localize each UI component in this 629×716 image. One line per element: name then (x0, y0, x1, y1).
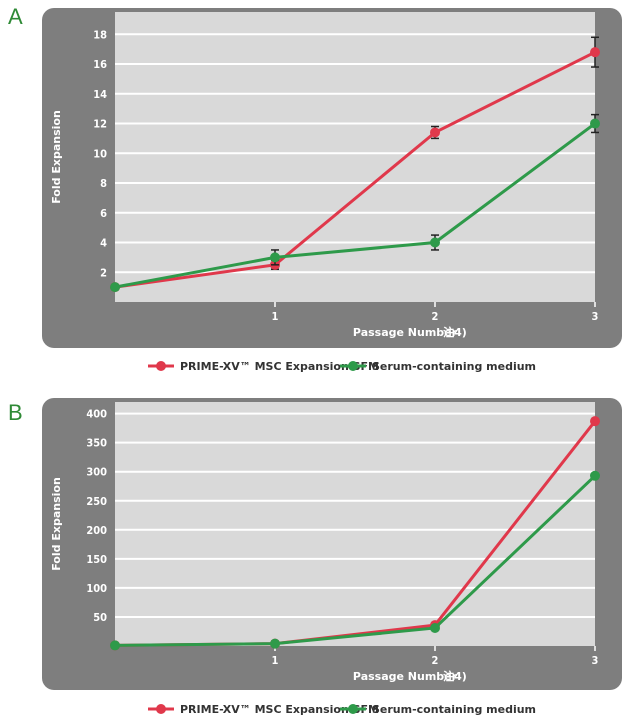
x-tick-label: 1 (272, 310, 279, 323)
legend-marker (348, 361, 358, 371)
y-axis-title: Fold Expansion (50, 110, 63, 204)
plot-area (115, 402, 595, 646)
data-point (590, 416, 600, 427)
x-tick-label: 3 (592, 310, 599, 323)
legend-label: Serum-containing medium (372, 360, 536, 373)
data-point (430, 127, 440, 138)
series-line (114, 474, 597, 647)
y-tick-label: 18 (93, 28, 107, 41)
x-tick-label: 1 (272, 654, 279, 667)
data-point (270, 638, 280, 649)
data-point (270, 252, 280, 263)
x-axis-note: 注4) (443, 669, 467, 683)
y-tick-label: 250 (86, 495, 107, 508)
series-line (114, 50, 596, 289)
panel-label-b: B (8, 400, 23, 425)
y-tick-label: 10 (93, 147, 107, 160)
y-tick-label: 300 (86, 466, 107, 479)
x-axis-note: 注4) (443, 325, 467, 339)
legend-label: PRIME-XV™ MSC Expansion SFM (180, 360, 379, 373)
y-tick-label: 16 (93, 58, 107, 71)
data-point (430, 237, 440, 248)
x-tick-label: 2 (432, 310, 439, 323)
y-tick-label: 2 (100, 266, 107, 279)
y-axis-title: Fold Expansion (50, 477, 63, 571)
x-tick-label: 2 (432, 654, 439, 667)
legend-label: Serum-containing medium (372, 703, 536, 716)
data-point (590, 118, 600, 129)
x-axis-title: Passage Number (353, 670, 458, 683)
panel-label-a: A (8, 4, 23, 29)
y-tick-label: 200 (86, 524, 107, 537)
y-tick-label: 8 (100, 177, 107, 190)
y-tick-label: 100 (86, 582, 107, 595)
data-point (590, 470, 600, 481)
chart-b: 50 100 150 200 250 300 350 400 1 2 3 Passage Number… (42, 398, 622, 716)
series-line (114, 122, 596, 289)
y-tick-label: 400 (86, 408, 107, 421)
y-tick-label: 350 (86, 437, 107, 450)
x-tick-label: 3 (592, 654, 599, 667)
legend-marker (156, 704, 166, 714)
y-tick-label: 6 (100, 207, 107, 220)
y-tick-label: 150 (86, 553, 107, 566)
plot-area (115, 12, 595, 302)
x-axis-title: Passage Number (353, 326, 458, 339)
data-point (430, 622, 440, 633)
y-tick-label: 4 (100, 237, 107, 250)
y-tick-label: 50 (93, 611, 107, 624)
y-tick-label: 12 (93, 118, 107, 131)
legend-marker (348, 704, 358, 714)
data-point (110, 640, 120, 651)
data-point (110, 282, 120, 293)
legend-label: PRIME-XV™ MSC Expansion SFM (180, 703, 379, 716)
legend-marker (156, 361, 166, 371)
y-tick-label: 14 (93, 88, 107, 101)
data-point (590, 47, 600, 58)
